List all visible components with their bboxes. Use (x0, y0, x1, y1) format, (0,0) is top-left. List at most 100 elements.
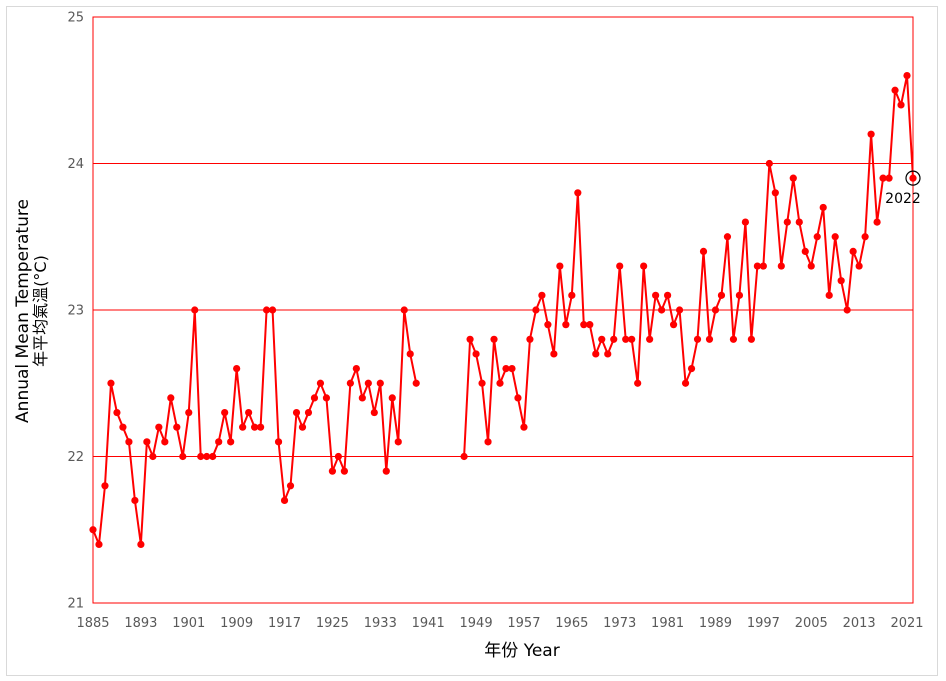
x-tick-label: 1965 (555, 616, 588, 631)
data-point (598, 335, 606, 343)
data-point (675, 306, 684, 314)
data-point (777, 262, 785, 270)
data-point (298, 423, 307, 431)
x-axis-title: 年份 Year (484, 641, 559, 661)
data-point (316, 379, 325, 387)
data-point (586, 321, 594, 329)
data-point (508, 365, 516, 373)
data-point (861, 233, 869, 241)
data-point (484, 438, 492, 446)
data-point (723, 233, 732, 241)
data-point (328, 467, 337, 475)
data-point (233, 365, 241, 373)
data-point (807, 262, 815, 270)
data-point (466, 335, 474, 343)
data-point (867, 130, 875, 138)
x-tick-label: 1885 (76, 616, 109, 631)
data-point (161, 438, 169, 446)
data-point (705, 335, 714, 343)
highlight-ring (905, 170, 921, 186)
data-point (256, 423, 265, 431)
x-tick-label: 1893 (124, 616, 157, 631)
data-point (143, 438, 151, 446)
data-point (209, 452, 217, 461)
data-point (693, 335, 702, 343)
data-point (783, 218, 791, 226)
data-point (771, 189, 779, 197)
data-point (837, 277, 845, 285)
y-tick-label: 25 (67, 11, 84, 26)
data-point (352, 365, 360, 373)
x-axis-ticks: 1885 1893 1901 1909 1917 1925 1933 1941 1949 1957… (76, 616, 923, 631)
data-point (795, 218, 803, 226)
data-point (891, 86, 899, 94)
data-point (394, 438, 402, 446)
data-point (310, 394, 319, 402)
data-point (532, 306, 540, 314)
x-tick-label: 1933 (364, 616, 397, 631)
data-point (538, 291, 546, 299)
data-point (646, 335, 654, 343)
data-point (304, 408, 313, 417)
data-point (155, 423, 163, 431)
data-point (592, 350, 600, 358)
y-tick-label: 21 (67, 597, 84, 612)
data-point (789, 174, 797, 182)
y-tick-label: 24 (67, 157, 84, 172)
data-point (622, 335, 630, 343)
data-point (406, 350, 414, 358)
y-axis-title-chinese: 年平均氣溫(°C) (31, 255, 50, 367)
data-point (215, 438, 223, 446)
data-point (759, 262, 767, 270)
data-point (167, 394, 175, 402)
data-point (849, 247, 857, 255)
plot-area-border (92, 16, 914, 604)
data-point (652, 291, 660, 299)
data-point (765, 159, 773, 168)
data-point (897, 101, 905, 109)
data-point (460, 452, 468, 461)
data-point (873, 218, 881, 226)
data-point (149, 452, 157, 461)
data-point (574, 189, 582, 197)
data-point (801, 247, 809, 255)
data-point (855, 262, 863, 270)
data-point (95, 540, 103, 549)
data-point (550, 350, 558, 358)
x-tick-label: 2021 (890, 616, 923, 631)
x-tick-label: 1981 (651, 616, 684, 631)
data-point (101, 482, 109, 490)
data-point (119, 423, 127, 431)
x-tick-label: 1949 (460, 616, 493, 631)
data-point (179, 452, 187, 461)
data-point (741, 218, 750, 226)
data-point (747, 335, 755, 343)
data-point (478, 379, 486, 387)
data-point (903, 72, 911, 80)
data-point (735, 291, 744, 299)
x-tick-label: 1957 (507, 616, 540, 631)
data-point (634, 379, 642, 387)
data-point (885, 174, 893, 182)
data-point (879, 174, 887, 182)
data-point (681, 379, 690, 387)
data-point (364, 379, 372, 387)
data-point (711, 306, 720, 314)
data-point (640, 262, 648, 270)
data-point (280, 496, 289, 505)
data-point (400, 306, 408, 314)
data-point (825, 291, 833, 299)
data-point (227, 438, 235, 446)
data-point (137, 540, 145, 549)
data-point (107, 379, 115, 387)
x-tick-label: 1973 (603, 616, 636, 631)
data-point (616, 262, 624, 270)
data-point (89, 526, 97, 534)
data-point (699, 247, 708, 255)
gridlines (93, 16, 913, 604)
data-point (197, 452, 205, 461)
x-tick-label: 1909 (220, 616, 253, 631)
x-tick-label: 1925 (316, 616, 349, 631)
data-point (346, 379, 354, 387)
